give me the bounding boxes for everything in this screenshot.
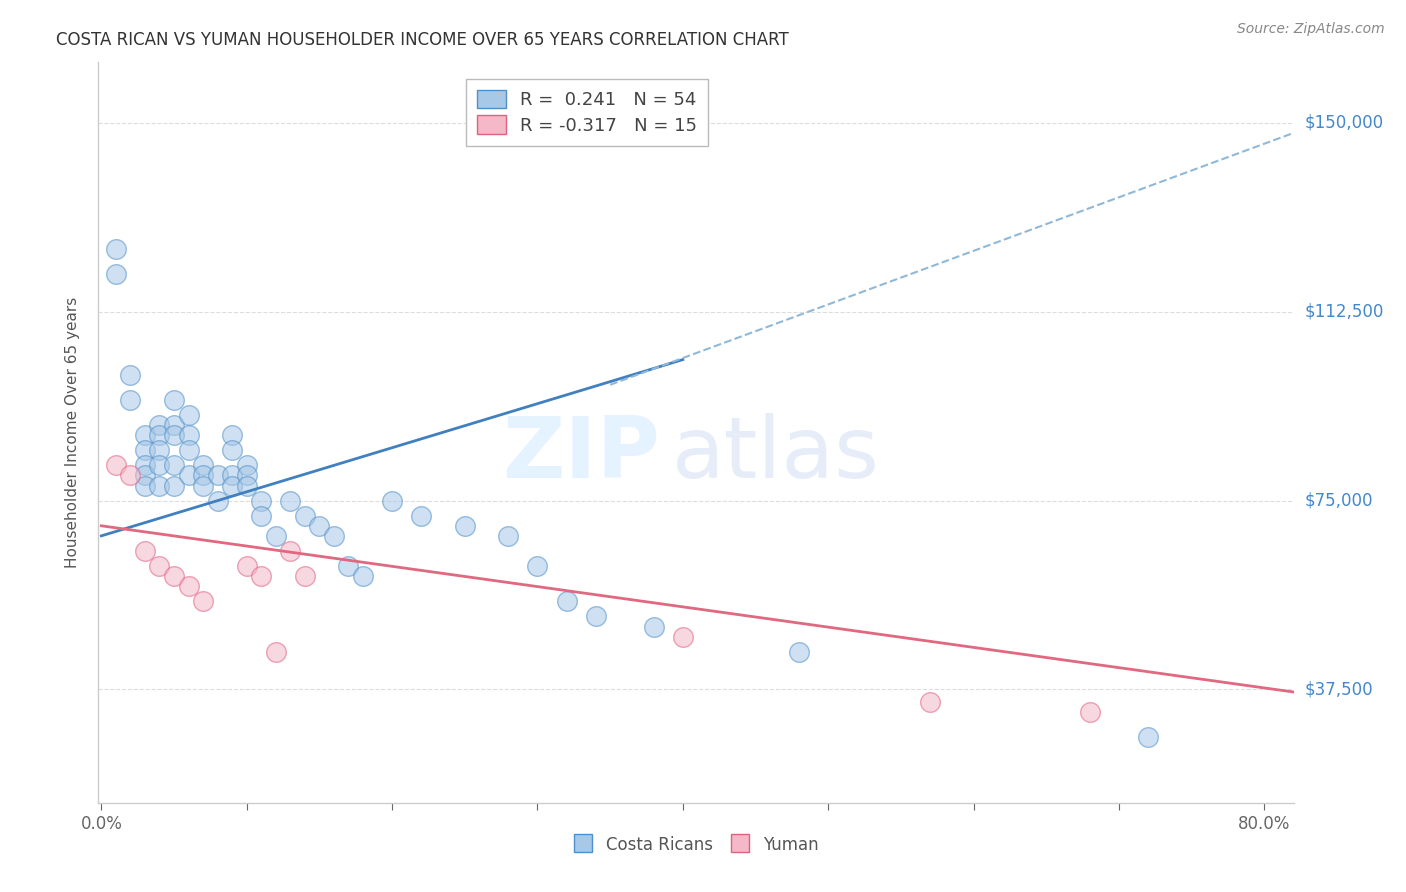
Point <box>207 468 229 483</box>
Point <box>1137 731 1160 745</box>
Point <box>1078 705 1101 719</box>
Text: COSTA RICAN VS YUMAN HOUSEHOLDER INCOME OVER 65 YEARS CORRELATION CHART: COSTA RICAN VS YUMAN HOUSEHOLDER INCOME … <box>56 31 789 49</box>
Point <box>134 458 156 473</box>
Point <box>643 619 665 633</box>
Point <box>177 428 200 442</box>
Point <box>120 468 142 483</box>
Point <box>191 458 214 473</box>
Point <box>264 645 287 659</box>
Point <box>250 569 273 583</box>
Point <box>411 508 433 523</box>
Point <box>294 508 316 523</box>
Point <box>352 569 374 583</box>
Point <box>163 478 186 492</box>
Point <box>163 418 186 433</box>
Point <box>555 594 578 608</box>
Point <box>585 609 607 624</box>
Point <box>235 468 257 483</box>
Text: ZIP: ZIP <box>502 413 661 496</box>
Point <box>191 594 214 608</box>
Point <box>134 544 156 558</box>
Point <box>163 428 186 442</box>
Point <box>323 529 346 543</box>
Point <box>221 443 243 458</box>
Text: Source: ZipAtlas.com: Source: ZipAtlas.com <box>1237 22 1385 37</box>
Point <box>177 468 200 483</box>
Point <box>278 544 301 558</box>
Point <box>221 478 243 492</box>
Point <box>235 478 257 492</box>
Point <box>134 428 156 442</box>
Point <box>918 695 941 709</box>
Point <box>148 458 170 473</box>
Point <box>120 368 142 382</box>
Point <box>177 579 200 593</box>
Point <box>148 428 170 442</box>
Point <box>207 493 229 508</box>
Point <box>134 468 156 483</box>
Point <box>104 267 127 281</box>
Point <box>250 493 273 508</box>
Point <box>191 478 214 492</box>
Legend: Costa Ricans, Yuman: Costa Ricans, Yuman <box>567 830 825 861</box>
Point <box>526 559 548 574</box>
Text: $150,000: $150,000 <box>1305 114 1384 132</box>
Point <box>221 468 243 483</box>
Point <box>221 428 243 442</box>
Point <box>191 468 214 483</box>
Point <box>235 559 257 574</box>
Point <box>120 392 142 407</box>
Point <box>104 242 127 256</box>
Point <box>163 458 186 473</box>
Point <box>381 493 404 508</box>
Point <box>177 408 200 422</box>
Text: $75,000: $75,000 <box>1305 491 1374 509</box>
Point <box>264 529 287 543</box>
Point <box>148 478 170 492</box>
Text: atlas: atlas <box>672 413 880 496</box>
Text: $37,500: $37,500 <box>1305 681 1374 698</box>
Point <box>148 418 170 433</box>
Point <box>177 443 200 458</box>
Point <box>294 569 316 583</box>
Point <box>148 443 170 458</box>
Point <box>134 443 156 458</box>
Point <box>163 569 186 583</box>
Point <box>148 559 170 574</box>
Point <box>250 508 273 523</box>
Point <box>454 518 477 533</box>
Point <box>104 458 127 473</box>
Point <box>498 529 520 543</box>
Point <box>672 630 695 644</box>
Point <box>308 518 330 533</box>
Point <box>163 392 186 407</box>
Point <box>278 493 301 508</box>
Point <box>134 478 156 492</box>
Point <box>787 645 810 659</box>
Point <box>337 559 360 574</box>
Text: $112,500: $112,500 <box>1305 302 1384 321</box>
Y-axis label: Householder Income Over 65 years: Householder Income Over 65 years <box>65 297 80 568</box>
Point <box>235 458 257 473</box>
